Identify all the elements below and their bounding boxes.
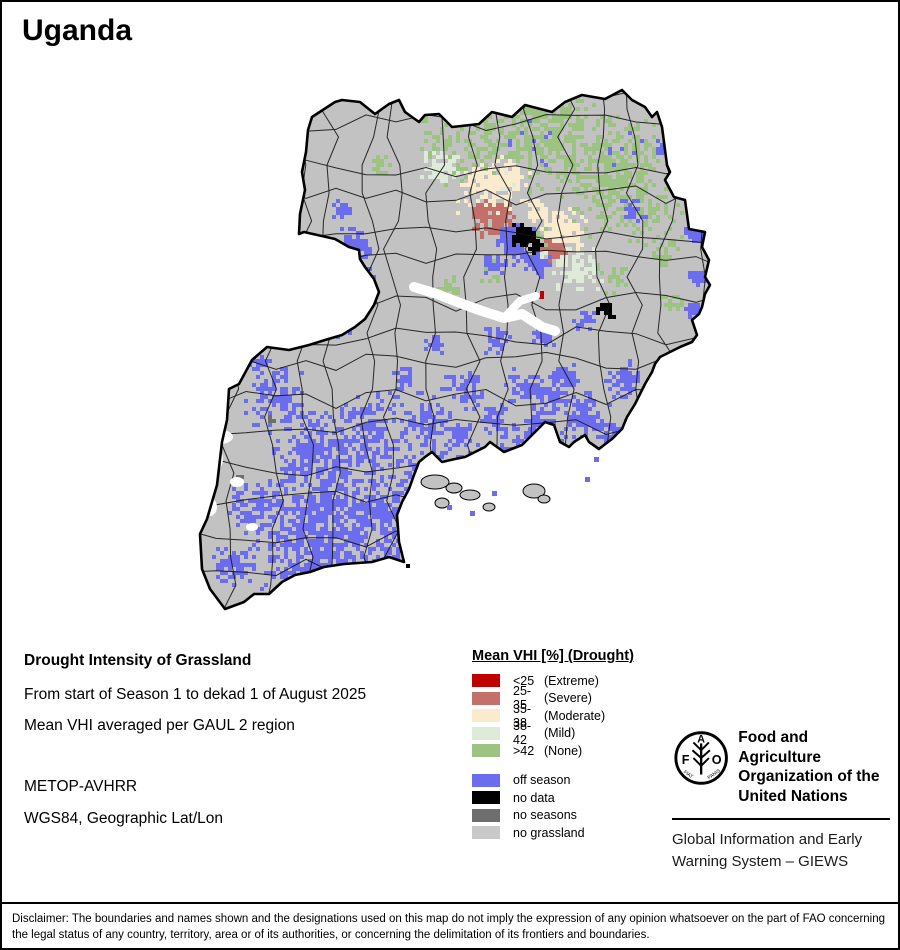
text-line: Global Information and Early (672, 831, 863, 848)
legend-row: 38-42 (Mild) (472, 719, 697, 747)
legend-row: off season (472, 773, 697, 787)
map-subject-heading: Drought Intensity of Grassland (24, 652, 252, 669)
giews-caption: Global Information and Early Warning Syst… (672, 829, 890, 873)
legend-label: (None) (544, 743, 583, 758)
text-line: Warning System – GIEWS (672, 853, 849, 870)
legend: Mean VHI [%] (Drought) <25 (Extreme) 25-35… (472, 648, 697, 844)
legend-row: no seasons (472, 808, 697, 822)
text-line: United Nations (738, 787, 848, 805)
legend-label: (Extreme) (544, 673, 599, 688)
legend-row: 35-38 (Moderate) (472, 702, 697, 730)
legend-swatch (472, 726, 500, 740)
legend-label: no data (513, 790, 555, 805)
map-aggregation-text: Mean VHI averaged per GAUL 2 region (24, 717, 295, 734)
legend-value: 35-38 (513, 701, 532, 730)
svg-text:FIAT: FIAT (682, 769, 694, 780)
legend-row: no data (472, 790, 697, 805)
legend-swatch (472, 808, 500, 822)
fao-separator (672, 818, 890, 820)
legend-swatch (472, 709, 500, 722)
legend-title: Mean VHI [%] (Drought) (472, 648, 634, 664)
legend-label: (Moderate) (544, 708, 606, 723)
legend-swatch (472, 826, 500, 839)
legend-label: (Severe) (544, 691, 592, 705)
page-title: Uganda (22, 14, 133, 47)
text-line: Organization of the (738, 768, 880, 785)
legend-swatch (472, 744, 500, 757)
legend-swatch (472, 791, 500, 804)
disclaimer-text: Disclaimer: The boundaries and names sho… (12, 913, 886, 942)
legend-row: 25-35 (Severe) (472, 684, 697, 712)
legend-value: <25 (513, 673, 535, 688)
legend-value: >42 (513, 743, 535, 758)
text-line: Food and Agriculture (738, 729, 821, 766)
legend-gap (472, 762, 697, 774)
legend-row: >42 (None) (472, 743, 697, 758)
svg-text:A: A (697, 733, 705, 745)
legend-swatch (472, 674, 500, 687)
sensor-text: METOP-AVHRR (24, 778, 138, 795)
legend-row: no grassland (472, 825, 697, 840)
fao-org-name: Food and Agriculture Organization of the U… (738, 728, 890, 806)
projection-text: WGS84, Geographic Lat/Lon (24, 810, 224, 827)
legend-row: <25 (Extreme) (472, 673, 697, 688)
legend-class-list: <25 (Extreme) 25-35 (Severe) 35-38 (Moderate)… (472, 673, 697, 758)
legend-label: off season (513, 773, 571, 787)
disclaimer: Disclaimer: The boundaries and names sho… (2, 902, 898, 948)
map-period-text: From start of Season 1 to dekad 1 of Aug… (24, 686, 367, 703)
legend-swatch (472, 773, 500, 787)
fao-block: F A O FIAT PANIS Food and Agriculture Organiz… (672, 728, 890, 873)
uganda-map (198, 88, 712, 611)
legend-label: (Mild) (544, 726, 576, 740)
legend-value: 25-35 (513, 684, 532, 712)
legend-label: no grassland (513, 825, 585, 840)
svg-text:F: F (682, 753, 690, 767)
svg-text:O: O (712, 753, 722, 767)
legend-label: no seasons (513, 808, 577, 822)
legend-value: 38-42 (513, 719, 532, 747)
legend-swatch (472, 691, 500, 705)
legend-extra-list: off season no data no seasons no grassland (472, 773, 697, 840)
